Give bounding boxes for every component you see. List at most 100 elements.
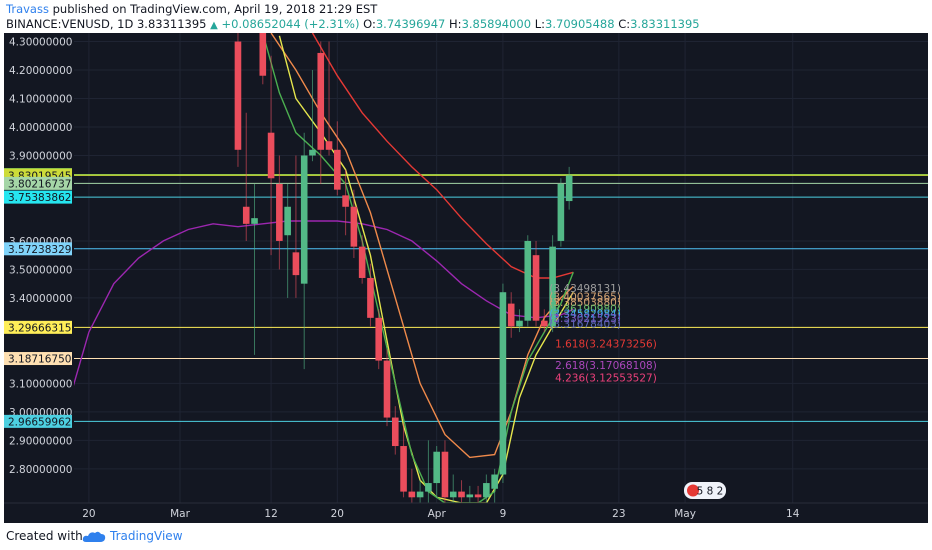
candle xyxy=(433,446,440,498)
level-price-label: 3.57238329 xyxy=(8,244,71,256)
author-link[interactable]: Travass xyxy=(6,2,49,16)
candle xyxy=(516,309,523,333)
candle xyxy=(466,485,474,503)
level-price-label: 3.75383862 xyxy=(8,192,71,204)
candle-body xyxy=(458,491,465,498)
time-tick-label: 12 xyxy=(264,508,277,520)
time-axis-bg xyxy=(4,503,928,523)
candle xyxy=(292,155,300,298)
footer: Created with TradingView xyxy=(0,524,932,550)
tradingview-brand[interactable]: TradingView xyxy=(110,529,183,543)
fib-label: (3.31678403) xyxy=(549,319,621,331)
price-tick-label: 4.00000000 xyxy=(9,122,72,134)
candle xyxy=(441,440,449,503)
candle xyxy=(425,440,432,503)
candle-body xyxy=(325,141,333,150)
candle xyxy=(400,423,407,498)
time-tick-label: Mar xyxy=(170,508,190,520)
candle xyxy=(309,70,316,162)
candle xyxy=(557,178,565,247)
candle-body xyxy=(400,446,407,492)
chart-area[interactable]: (3.43498131) (3.40037565) (3.38503880) (3.3… xyxy=(4,32,928,523)
level-price-label: 2.96659962 xyxy=(8,416,71,428)
candle-body xyxy=(408,491,416,498)
fib-label: (3.38503880) xyxy=(549,297,621,309)
candle-body xyxy=(309,149,316,156)
candle-body xyxy=(334,149,341,190)
fib-label: (3.33021523) xyxy=(549,313,621,325)
candles xyxy=(234,33,573,503)
candle-body xyxy=(242,206,250,224)
candle xyxy=(458,480,465,503)
candle-body xyxy=(416,491,424,498)
fib-label: (3.34582984) xyxy=(549,309,621,321)
candle xyxy=(541,309,548,333)
close-value: 3.83311395 xyxy=(630,17,700,31)
level-price-tag xyxy=(4,176,72,190)
created-with-text: Created with xyxy=(6,529,83,543)
candle-body xyxy=(507,303,515,327)
candle xyxy=(524,235,532,327)
price-tick-label: 4.30000000 xyxy=(9,37,72,49)
time-tick-label: 9 xyxy=(500,508,507,520)
candle xyxy=(408,468,416,503)
level-price-label: 3.29666315 xyxy=(8,322,71,334)
candle-body xyxy=(565,175,573,202)
price-tick-label: 4.20000000 xyxy=(9,65,72,77)
fib-label: 4.236(3.12553527) xyxy=(555,373,657,385)
candle xyxy=(267,55,275,256)
candle xyxy=(284,183,291,298)
open-label: O: xyxy=(363,17,376,31)
published-text: published on TradingView.com, April 19, … xyxy=(52,2,378,16)
candle-body xyxy=(292,252,300,276)
time-tick-label: 20 xyxy=(331,508,344,520)
low-label: L: xyxy=(534,17,546,31)
price-tick-label: 2.90000000 xyxy=(9,435,72,447)
level-price-tag xyxy=(4,352,72,366)
candle-body xyxy=(474,494,482,498)
up-arrow-icon: ▲ xyxy=(210,20,218,31)
candle-body xyxy=(433,451,440,484)
candle xyxy=(334,121,341,196)
candle xyxy=(565,166,573,210)
candle-body xyxy=(276,183,283,241)
candle xyxy=(416,480,424,503)
candle-body xyxy=(483,483,490,498)
high-value: 3.85894000 xyxy=(461,17,532,31)
candle-body xyxy=(259,33,267,76)
candle-body xyxy=(375,317,383,361)
level-price-tag xyxy=(4,190,72,204)
candle xyxy=(375,309,383,370)
fib-label: 1.618(3.24373256) xyxy=(555,338,657,350)
candle-body xyxy=(441,451,449,498)
candle xyxy=(391,406,399,455)
candle xyxy=(251,183,258,355)
chart-background xyxy=(4,33,928,523)
price-tick-label: 3.50000000 xyxy=(9,264,72,276)
candle-body xyxy=(300,155,308,284)
candle-body xyxy=(383,360,391,418)
candle xyxy=(317,41,325,184)
candle xyxy=(300,132,308,370)
price-axis[interactable]: 4.30000000 4.20000000 4.10000000 4.00000000… xyxy=(4,33,74,503)
candle xyxy=(276,155,283,270)
candle-body xyxy=(367,277,374,318)
price-tick-label: 4.10000000 xyxy=(9,94,72,106)
candle xyxy=(342,169,349,236)
time-axis[interactable]: 20 Mar 12 20 Apr 9 23 May 14 xyxy=(4,502,928,523)
symbol-label: BINANCE:VENUSD, 1D xyxy=(6,17,134,31)
high-label: H: xyxy=(449,17,462,31)
level-price-tag xyxy=(4,242,72,256)
flag-icon xyxy=(687,484,699,497)
time-tick-label: 14 xyxy=(786,508,800,520)
level-price-label: 3.80216737 xyxy=(8,178,71,190)
price-tick-label: 3.10000000 xyxy=(9,378,72,390)
price-tick-label: 2.80000000 xyxy=(9,464,72,476)
candle xyxy=(499,283,507,484)
time-tick-label: 20 xyxy=(82,508,95,520)
open-value: 3.74396947 xyxy=(375,17,446,31)
price-chart[interactable]: (3.43498131)(3.40037565)(3.38503880)(3.3… xyxy=(4,32,928,523)
ideas-badge[interactable]: 5 8 2 xyxy=(684,482,726,499)
candle xyxy=(507,292,515,338)
chart-header: Travass published on TradingView.com, Ap… xyxy=(6,0,926,34)
